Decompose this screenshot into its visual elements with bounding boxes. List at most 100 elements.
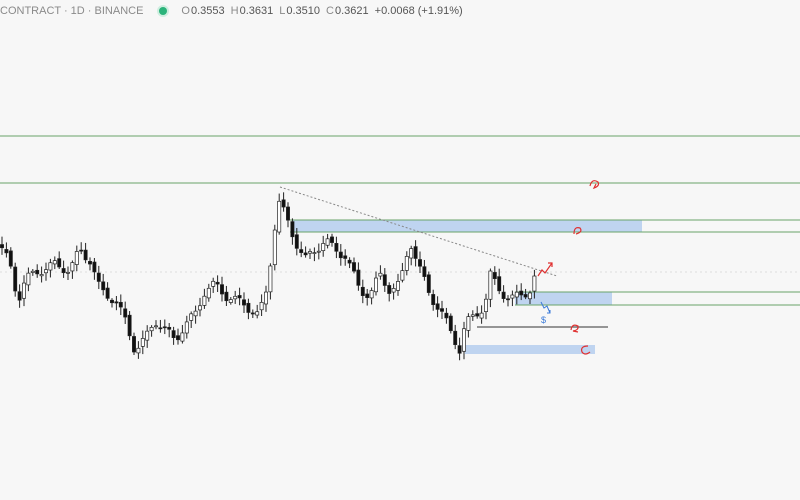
candle-body (79, 249, 84, 252)
candle-body (237, 295, 242, 299)
candle-body (277, 200, 282, 233)
annotation: $ (541, 315, 546, 325)
candle-body (224, 291, 229, 302)
candle-body (312, 252, 317, 254)
candle-body (4, 249, 9, 254)
candle-body (497, 276, 502, 292)
candle-body (0, 244, 4, 249)
candle-body (519, 290, 524, 296)
candle-body (409, 248, 414, 259)
candle-body (356, 269, 361, 286)
candle-body (413, 246, 418, 259)
candle-body (48, 262, 53, 271)
candle-body (378, 272, 383, 277)
candle-body (30, 270, 35, 273)
candle-body (264, 291, 268, 305)
candle-body (171, 330, 176, 339)
candle-body (396, 281, 400, 291)
candle-body (352, 262, 356, 272)
candle-body (501, 291, 506, 299)
candle-body (154, 325, 158, 328)
candles (0, 192, 537, 361)
candle-body (330, 236, 334, 243)
symbol: CONTRACT · 1D · BINANCE (0, 5, 144, 17)
drawings (537, 180, 600, 355)
status-dot (159, 7, 168, 15)
candle-body (206, 287, 211, 299)
candle-body (39, 274, 44, 277)
candle-body (435, 303, 440, 310)
candle-body (74, 251, 79, 265)
candle-body (233, 295, 238, 300)
candle-body (70, 262, 75, 272)
candle-body (457, 345, 462, 354)
trend-line (279, 186, 558, 277)
candle-body (268, 265, 273, 293)
arrow (573, 227, 582, 235)
ohlc-value: 0.3510 (286, 5, 321, 17)
candle-body (66, 271, 70, 274)
candle-body (325, 238, 330, 246)
ohlc-value: 0.3621 (334, 5, 369, 17)
candle-body (220, 284, 224, 295)
candle-body (57, 258, 62, 268)
candle-body (189, 313, 194, 321)
candle-body (462, 328, 466, 352)
candle-body (61, 268, 66, 274)
arrow (570, 324, 579, 333)
candle-body (475, 313, 480, 317)
candle-body (448, 315, 453, 332)
candle-body (202, 295, 207, 306)
arrow (537, 262, 553, 277)
candle-body (26, 272, 31, 286)
candle-body (488, 270, 493, 300)
candle-body (404, 256, 409, 271)
candle-body (180, 332, 185, 342)
candle-body (308, 251, 312, 254)
ohlc: O0.3553 H0.3631 L0.3510 C0.3621 (181, 5, 374, 17)
candle-body (365, 293, 370, 298)
arrow (589, 180, 600, 190)
candle-body (123, 308, 128, 318)
candle-body (250, 312, 255, 315)
ohlc-value: 0.3553 (190, 5, 225, 17)
candle-body (92, 261, 97, 273)
candle-body (484, 298, 488, 312)
candle-body (444, 312, 449, 319)
candle-body (334, 243, 339, 252)
arrow (581, 345, 591, 355)
candle-body (211, 280, 216, 287)
candle-body (528, 292, 532, 300)
candle-body (149, 326, 154, 332)
candle-body (215, 281, 220, 285)
candle-body (347, 259, 352, 264)
candle-body (114, 301, 119, 304)
candle-body (132, 336, 136, 353)
candle-body (255, 311, 260, 316)
candle-body (22, 282, 26, 299)
candle-body (374, 277, 378, 293)
ohlc-key: C (326, 5, 334, 17)
candle-body (198, 305, 202, 311)
candle-body (17, 291, 22, 301)
chart-header: CONTRACT · 1D · BINANCE O0.3553 H0.3631 L0… (0, 5, 469, 17)
candle-body (506, 298, 510, 301)
candle-body (158, 327, 163, 330)
candle-body (52, 260, 57, 265)
candle-body (286, 206, 290, 221)
candle-body (422, 266, 427, 277)
candle-body (466, 316, 471, 331)
candle-body (431, 294, 436, 305)
candle-body (193, 310, 198, 317)
candle-body (281, 199, 286, 208)
change: +0.0068 (+1.91%) (374, 5, 463, 17)
candle-body (105, 287, 110, 299)
candle-body (118, 301, 123, 308)
candle-body (294, 234, 299, 249)
candle-body (140, 338, 145, 347)
candle-body (316, 250, 321, 253)
candle-body (110, 299, 114, 304)
candle-body (88, 261, 92, 265)
candle-body (510, 294, 515, 299)
candle-body (426, 274, 431, 293)
